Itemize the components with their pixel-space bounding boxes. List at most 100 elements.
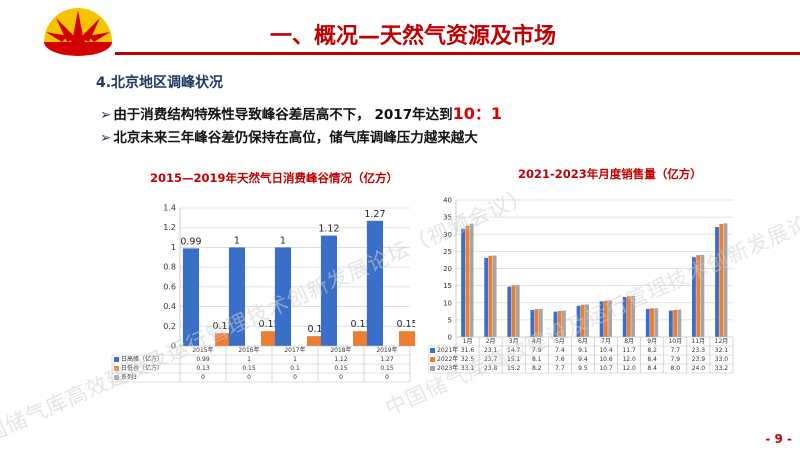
table-value: 8.2 bbox=[647, 347, 657, 354]
table-value: 11.7 bbox=[622, 347, 636, 354]
bar bbox=[228, 247, 245, 346]
y-tick-label: 35 bbox=[443, 214, 452, 222]
bar bbox=[668, 310, 673, 337]
bar bbox=[677, 309, 682, 337]
bar bbox=[320, 235, 337, 346]
data-label: 0.99 bbox=[180, 236, 201, 247]
table-value: 23.8 bbox=[484, 365, 498, 372]
y-tick-label: 0 bbox=[448, 334, 452, 342]
x-tick-label: 9月 bbox=[647, 338, 657, 345]
data-label: 1 bbox=[280, 235, 286, 246]
bullet-item: ➢ 由于消费结构特殊性导致峰谷差居高不下， 2017年达到10：1 bbox=[100, 100, 502, 124]
x-tick-label: 7月 bbox=[601, 338, 611, 345]
x-tick-label: 5月 bbox=[555, 338, 565, 345]
bar bbox=[561, 310, 566, 337]
bar bbox=[511, 285, 516, 337]
table-value: 8.4 bbox=[647, 365, 657, 372]
bar bbox=[507, 286, 512, 337]
table-value: 0.99 bbox=[196, 356, 210, 363]
x-tick-label: 1月 bbox=[463, 338, 473, 345]
table-value: 0 bbox=[293, 374, 297, 381]
table-value: 14.7 bbox=[507, 347, 521, 354]
bar bbox=[469, 223, 474, 337]
table-value: 8.1 bbox=[532, 356, 542, 363]
legend-label: 2023年 bbox=[437, 364, 458, 372]
bar bbox=[557, 310, 562, 337]
x-tick-label: 2015年 bbox=[192, 346, 213, 354]
data-label: 1.12 bbox=[318, 224, 339, 235]
legend-swatch bbox=[430, 366, 435, 371]
y-tick-label: 30 bbox=[443, 231, 452, 239]
bar bbox=[576, 305, 581, 337]
table-value: 23.1 bbox=[484, 347, 498, 354]
bar bbox=[261, 331, 278, 346]
y-tick-label: 0 bbox=[171, 342, 176, 351]
table-value: 8.2 bbox=[532, 365, 542, 372]
table-value: 33.1 bbox=[461, 365, 475, 372]
bar bbox=[530, 309, 535, 337]
table-value: 0.13 bbox=[196, 365, 210, 372]
y-tick-label: 0.6 bbox=[163, 282, 176, 291]
x-tick-label: 4月 bbox=[532, 338, 542, 345]
table-value: 1 bbox=[293, 356, 297, 363]
table-value: 10.4 bbox=[599, 347, 613, 354]
legend-swatch bbox=[430, 348, 435, 353]
bar bbox=[622, 296, 627, 337]
data-label: 0.15 bbox=[396, 319, 415, 330]
table-value: 15.2 bbox=[507, 365, 521, 372]
x-tick-label: 2018年 bbox=[330, 346, 351, 354]
bar bbox=[603, 300, 608, 337]
bar bbox=[696, 255, 701, 337]
y-tick-label: 25 bbox=[443, 248, 452, 256]
x-tick-label: 3月 bbox=[509, 338, 519, 345]
bar bbox=[654, 308, 659, 337]
table-value: 15.1 bbox=[507, 356, 521, 363]
table-value: 0 bbox=[247, 374, 251, 381]
table-value: 33.0 bbox=[715, 356, 729, 363]
bar bbox=[215, 333, 232, 346]
table-value: 7.7 bbox=[671, 347, 681, 354]
data-label: 1 bbox=[234, 235, 240, 246]
bar bbox=[465, 225, 470, 337]
bar bbox=[719, 223, 724, 337]
bar bbox=[631, 295, 636, 337]
bullet-text: 北京未来三年峰谷差仍保持在高位，储气库调峰压力越来越大 bbox=[113, 130, 478, 146]
table-value: 0 bbox=[385, 374, 389, 381]
bullet-text: 由于消费结构特殊性导致峰谷差居高不下， 2017年达到 bbox=[113, 107, 453, 123]
arrow-bullet-icon: ➢ bbox=[100, 107, 112, 123]
table-value: 0.1 bbox=[290, 365, 300, 372]
y-tick-label: 1.2 bbox=[163, 223, 176, 232]
bar bbox=[399, 331, 415, 346]
bar bbox=[484, 257, 489, 337]
data-label: 0.13 bbox=[212, 321, 233, 332]
company-logo bbox=[44, 8, 112, 56]
table-value: 9.1 bbox=[578, 347, 588, 354]
table-value: 33.2 bbox=[715, 365, 729, 372]
bar bbox=[627, 295, 631, 337]
monthly-sales-chart: 0 5 10 15 20 25 30 35 40 1月 2月 3月 4月 5月 6月 7月 8月 9月 10月 11月… bbox=[428, 197, 734, 374]
table-value: 1.12 bbox=[334, 356, 348, 363]
bar bbox=[599, 301, 604, 337]
bar bbox=[692, 257, 696, 337]
legend-swatch bbox=[114, 357, 119, 362]
y-tick-label: 10 bbox=[443, 299, 452, 307]
table-value: 24.0 bbox=[692, 365, 706, 372]
data-label: 0.15 bbox=[350, 319, 371, 330]
table-value: 10.6 bbox=[599, 356, 613, 363]
x-tick-label: 8月 bbox=[624, 338, 634, 345]
data-label: 0.15 bbox=[258, 319, 279, 330]
data-label: 1.27 bbox=[364, 209, 385, 220]
y-tick-label: 40 bbox=[443, 197, 452, 205]
y-tick-label: 20 bbox=[443, 265, 452, 273]
legend-label: 日低谷（亿方） bbox=[121, 364, 163, 372]
y-tick-label: 1.4 bbox=[163, 204, 176, 213]
table-value: 23.9 bbox=[692, 356, 706, 363]
table-value: 0 bbox=[201, 374, 205, 381]
bar bbox=[534, 309, 539, 337]
peak-valley-chart: 0 0.2 0.4 0.6 0.8 1 1.2 1.4 0.99 0.13 1 0.15 1 0.1 1.1… bbox=[111, 204, 415, 383]
bullet-highlight: 10：1 bbox=[452, 104, 502, 123]
table-value: 7.4 bbox=[555, 347, 565, 354]
table-value: 8.0 bbox=[671, 365, 681, 372]
arrow-bullet-icon: ➢ bbox=[100, 130, 112, 146]
table-value: 23.3 bbox=[692, 347, 706, 354]
